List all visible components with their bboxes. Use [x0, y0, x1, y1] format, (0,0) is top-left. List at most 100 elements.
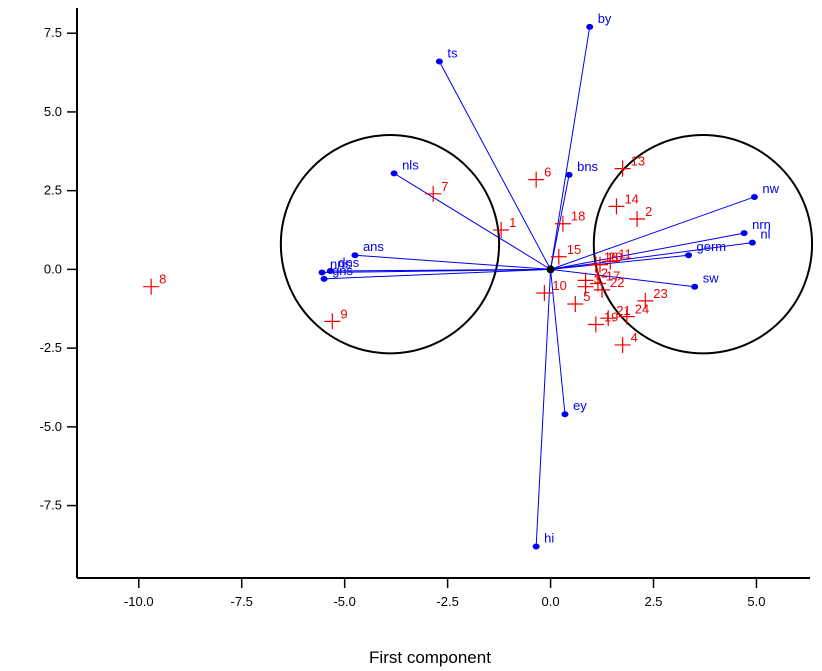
- variable-label-gns: gns: [332, 263, 353, 278]
- y-tick-label: 0.0: [44, 261, 62, 276]
- x-tick-label: 2.5: [644, 594, 662, 609]
- variable-vector-nns: [322, 268, 551, 274]
- variable-label-germ: germ: [697, 239, 727, 254]
- variable-label-sw: sw: [703, 271, 720, 286]
- variable-vector-nw: [550, 196, 755, 270]
- observation-11: 11: [602, 247, 632, 270]
- origin-point: [546, 265, 555, 274]
- observation-label: 15: [567, 242, 581, 257]
- observation-label: 19: [604, 309, 618, 324]
- observation-20: 20: [591, 250, 622, 273]
- observation-22: 22: [594, 275, 625, 298]
- variable-label-by: by: [598, 11, 612, 26]
- variable-vector-ey: [550, 269, 566, 415]
- x-tick-label: 0.0: [542, 594, 560, 609]
- variable-vector-bns: [550, 174, 570, 270]
- observation-17: 17: [589, 269, 620, 292]
- observation-9: 9: [324, 306, 348, 330]
- variable-point-nl: [748, 239, 756, 246]
- observation-label: 6: [544, 165, 551, 180]
- observation-label: 22: [610, 275, 624, 290]
- observation-label: 7: [441, 179, 448, 194]
- y-tick-label: -2.5: [40, 340, 62, 355]
- observation-10: 10: [536, 278, 567, 301]
- observation-14: 14: [608, 191, 639, 215]
- observation-23: 23: [637, 286, 668, 309]
- observation-12: 12: [577, 265, 608, 289]
- observation-5: 5: [567, 289, 591, 313]
- axes: [76, 8, 810, 579]
- variable-vector-by: [550, 26, 591, 270]
- cluster-circle: [592, 134, 814, 355]
- variable-vector-germ: [550, 254, 689, 270]
- observation-label: 20: [608, 250, 622, 265]
- variable-point-ans: [351, 252, 359, 259]
- variable-point-nls: [390, 170, 398, 177]
- variable-point-dns: [326, 267, 334, 274]
- observation-label: 13: [631, 154, 645, 169]
- variable-point-ey: [561, 411, 569, 418]
- variable-label-hi: hi: [544, 531, 554, 546]
- observation-label: 4: [631, 330, 638, 345]
- cluster-circle: [279, 134, 501, 355]
- observation-19: 19: [587, 309, 618, 333]
- observation-2: 2: [629, 204, 652, 227]
- observation-13: 13: [614, 154, 645, 177]
- variable-point-by: [586, 23, 594, 30]
- x-tick-label: -2.5: [436, 594, 458, 609]
- y-tick-label: 5.0: [44, 104, 62, 119]
- variable-vector-gns: [324, 268, 551, 280]
- y-tick-label: 7.5: [44, 25, 62, 40]
- observation-24: 24: [618, 302, 649, 325]
- observation-8: 8: [143, 272, 166, 295]
- variable-point-nns: [318, 269, 326, 276]
- y-tick-label: 2.5: [44, 183, 62, 198]
- variable-label-nls: nls: [402, 157, 419, 172]
- observation-label: 14: [624, 191, 638, 206]
- variable-point-ts: [435, 58, 443, 65]
- x-tick-label: 5.0: [747, 594, 765, 609]
- y-tick-label: -7.5: [40, 498, 62, 513]
- variable-point-germ: [685, 252, 693, 259]
- variable-point-sw: [691, 283, 699, 290]
- x-tick-label: -7.5: [231, 594, 253, 609]
- variable-label-nns: nns: [330, 257, 351, 272]
- observation-label: 11: [618, 247, 632, 262]
- observation-4: 4: [614, 330, 638, 353]
- observation-6: 6: [528, 165, 551, 188]
- observation-label: 23: [653, 286, 667, 301]
- variable-point-gns: [320, 275, 328, 282]
- x-tick-label: -10.0: [124, 594, 154, 609]
- variable-point-hi: [532, 543, 540, 550]
- observation-label: 24: [635, 302, 649, 317]
- x-axis-title: First component: [369, 648, 491, 667]
- variable-vector-nl: [550, 242, 753, 270]
- observation-18: 18: [554, 209, 585, 232]
- observation-7: 7: [425, 179, 448, 202]
- y-tick-label: -5.0: [40, 419, 62, 434]
- variable-label-nl: nl: [760, 227, 770, 242]
- variable-point-nw: [750, 193, 758, 200]
- variable-vector-ans: [354, 254, 551, 270]
- observation-label: 12: [594, 265, 608, 280]
- variable-label-nw: nw: [762, 181, 779, 196]
- variable-label-dns: dns: [338, 255, 359, 270]
- variable-label-ey: ey: [573, 398, 587, 413]
- variable-vector-hi: [535, 269, 552, 547]
- observation-15: 15: [550, 242, 581, 265]
- observation-label: 9: [340, 306, 347, 321]
- observation-label: 3: [594, 272, 601, 287]
- x-tick-label: -5.0: [333, 594, 355, 609]
- correlation-circles: [279, 134, 814, 355]
- variable-label-ts: ts: [447, 46, 458, 61]
- variable-vector-sw: [550, 268, 695, 288]
- variable-label-ans: ans: [363, 239, 384, 254]
- variable-vector-ts: [438, 61, 552, 270]
- observation-label: 8: [159, 272, 166, 287]
- observation-label: 2: [645, 204, 652, 219]
- variable-label-bns: bns: [577, 159, 598, 174]
- variable-vector-nrn: [550, 232, 745, 270]
